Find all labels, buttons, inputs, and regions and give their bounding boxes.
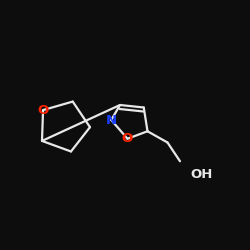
Text: O: O [122, 132, 133, 145]
Text: OH: OH [190, 168, 212, 181]
Text: O: O [38, 104, 49, 117]
Text: N: N [106, 114, 117, 126]
